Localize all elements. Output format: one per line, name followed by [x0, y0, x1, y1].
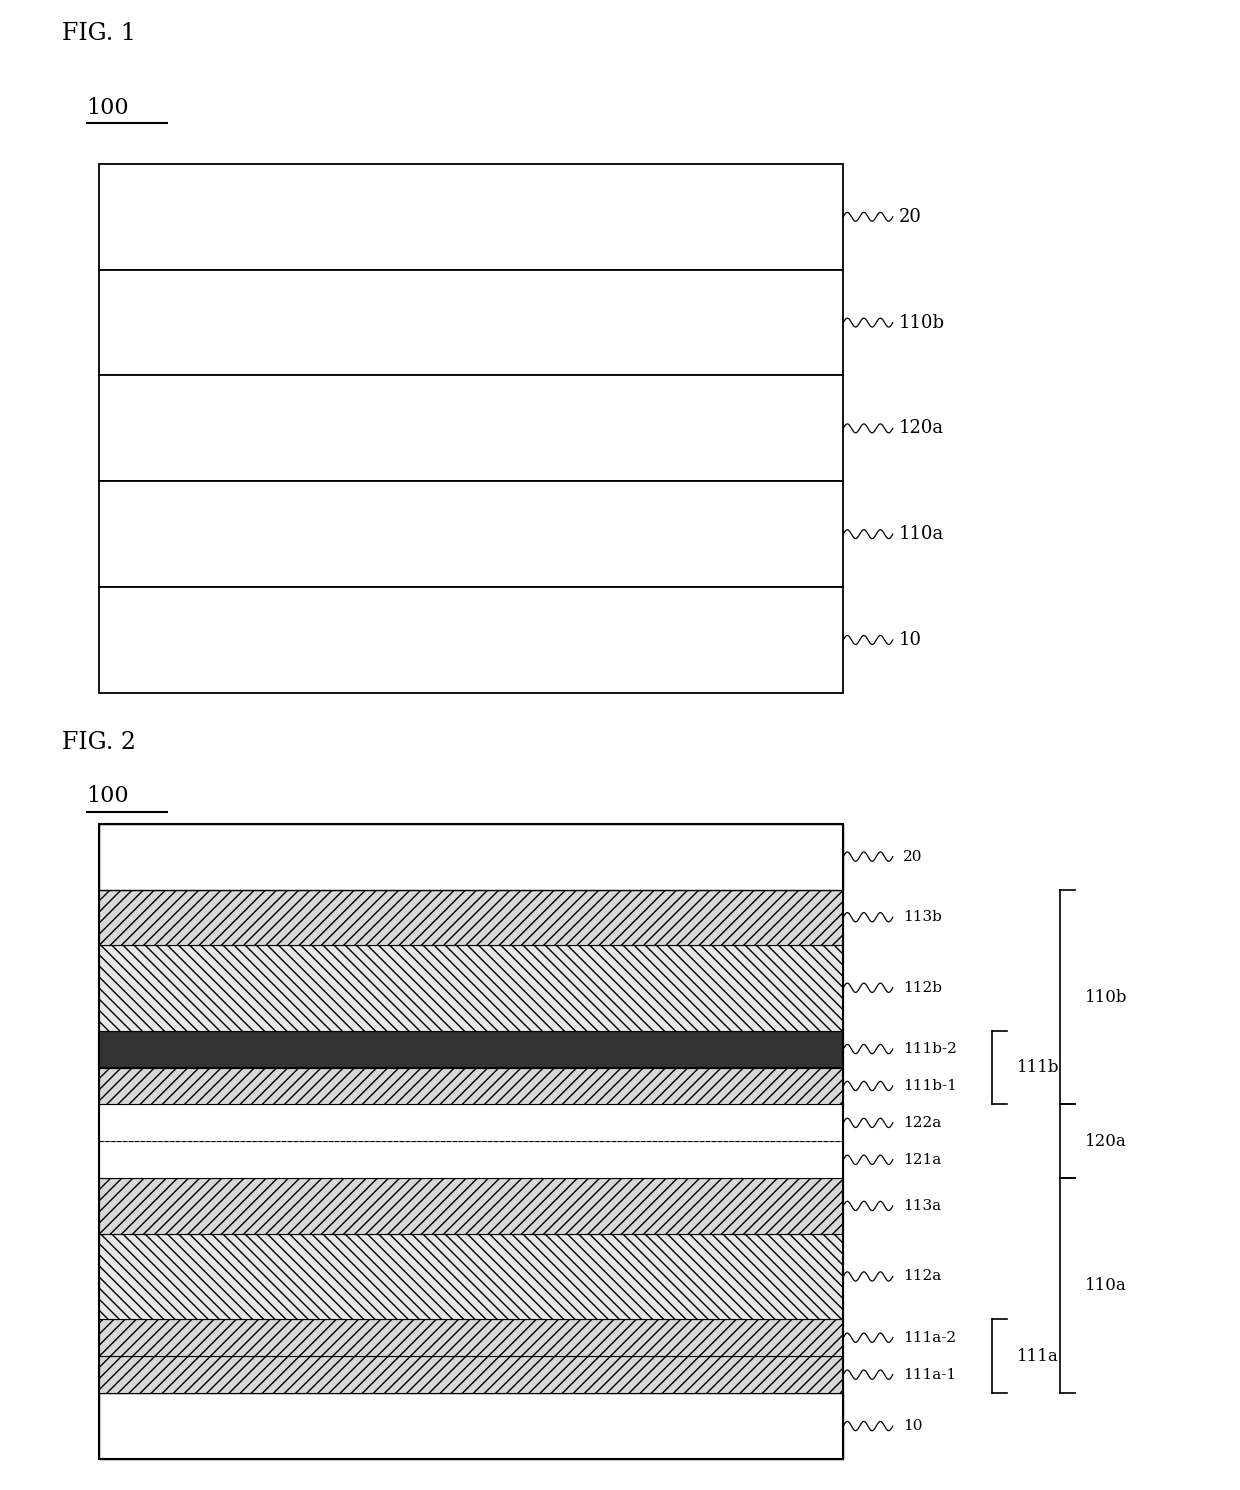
Text: 20: 20	[899, 207, 921, 226]
Text: 112b: 112b	[903, 980, 941, 995]
Text: FIG. 2: FIG. 2	[62, 730, 136, 754]
Bar	[99, 587, 843, 693]
Bar	[99, 945, 843, 1031]
Text: 110b: 110b	[899, 313, 945, 332]
Text: 120a: 120a	[899, 419, 944, 438]
Text: 111a-2: 111a-2	[903, 1331, 956, 1345]
Text: 100: 100	[87, 785, 129, 808]
Text: 111b-1: 111b-1	[903, 1079, 956, 1094]
Text: 10: 10	[899, 630, 923, 650]
Bar	[99, 1393, 843, 1459]
Bar	[99, 824, 843, 1459]
Bar	[99, 1067, 843, 1104]
Text: 112a: 112a	[903, 1269, 941, 1283]
Bar	[99, 1141, 843, 1179]
Bar	[99, 1104, 843, 1141]
Bar	[99, 164, 843, 270]
Text: 110a: 110a	[899, 524, 944, 544]
Text: 121a: 121a	[903, 1153, 941, 1167]
Text: 113b: 113b	[903, 910, 941, 924]
Text: 111a: 111a	[1017, 1347, 1059, 1365]
Bar	[99, 481, 843, 587]
Bar	[99, 375, 843, 481]
Text: 111b: 111b	[1017, 1059, 1059, 1076]
Bar	[99, 1356, 843, 1393]
Bar	[99, 1319, 843, 1356]
Text: 10: 10	[903, 1418, 923, 1433]
Text: 122a: 122a	[903, 1116, 941, 1129]
Text: 111a-1: 111a-1	[903, 1368, 956, 1381]
Bar	[99, 1179, 843, 1234]
Bar	[99, 890, 843, 945]
Bar	[99, 270, 843, 375]
Bar	[99, 1234, 843, 1319]
Bar	[99, 1031, 843, 1067]
Text: 113a: 113a	[903, 1199, 941, 1213]
Text: 110a: 110a	[1085, 1277, 1127, 1295]
Text: 120a: 120a	[1085, 1132, 1127, 1150]
Text: FIG. 1: FIG. 1	[62, 22, 136, 45]
Text: 110b: 110b	[1085, 988, 1127, 1006]
Text: 111b-2: 111b-2	[903, 1042, 956, 1056]
Bar	[99, 824, 843, 890]
Text: 100: 100	[87, 97, 129, 119]
Text: 20: 20	[903, 849, 923, 864]
